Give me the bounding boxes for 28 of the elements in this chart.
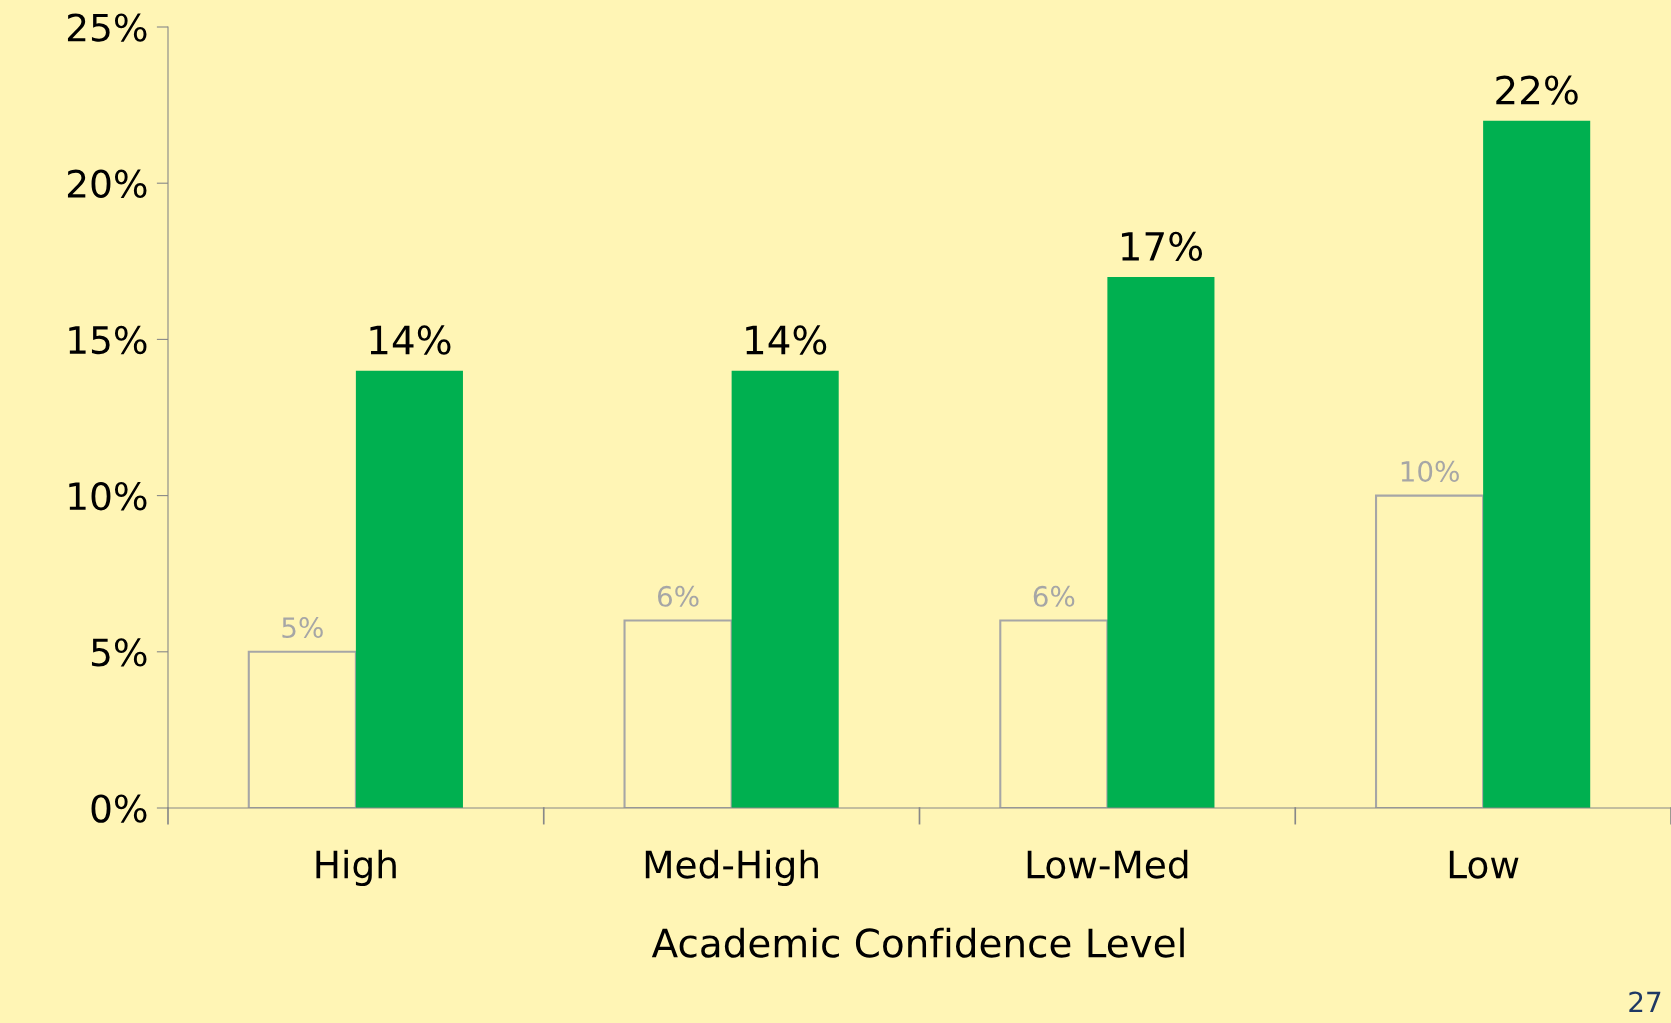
y-tick-label: 15%	[69, 325, 147, 355]
bar	[1375, 494, 1485, 808]
data-label: 10%	[1401, 460, 1459, 482]
bar	[731, 370, 839, 808]
text: 27	[1629, 991, 1661, 1013]
data-label: 14%	[370, 325, 451, 355]
data-label: 14%	[746, 325, 827, 355]
bar	[1483, 120, 1591, 808]
x-tick-label: High	[316, 849, 396, 886]
data-label: 6%	[1033, 585, 1075, 607]
x-axis-title: Academic Confidence Level	[651, 927, 1184, 958]
x-tick-label: Low	[1449, 850, 1519, 879]
data-label: 22%	[1496, 75, 1578, 105]
bar	[355, 370, 463, 808]
bar	[1107, 276, 1215, 808]
y-tick-label: 10%	[69, 482, 147, 511]
data-label: 6%	[657, 585, 699, 607]
bar	[247, 650, 357, 808]
y-tick-label: 25%	[67, 13, 147, 42]
y-tick-label: 20%	[67, 169, 147, 198]
bar	[999, 619, 1109, 808]
y-tick-label: 0%	[91, 794, 147, 823]
data-label: 17%	[1121, 231, 1202, 262]
x-tick-label: Med-High	[645, 849, 818, 886]
data-label: 5%	[282, 617, 323, 639]
x-tick-label: Low-Med	[1027, 849, 1188, 879]
bar	[623, 619, 733, 808]
y-tick-label: 5%	[91, 638, 147, 667]
